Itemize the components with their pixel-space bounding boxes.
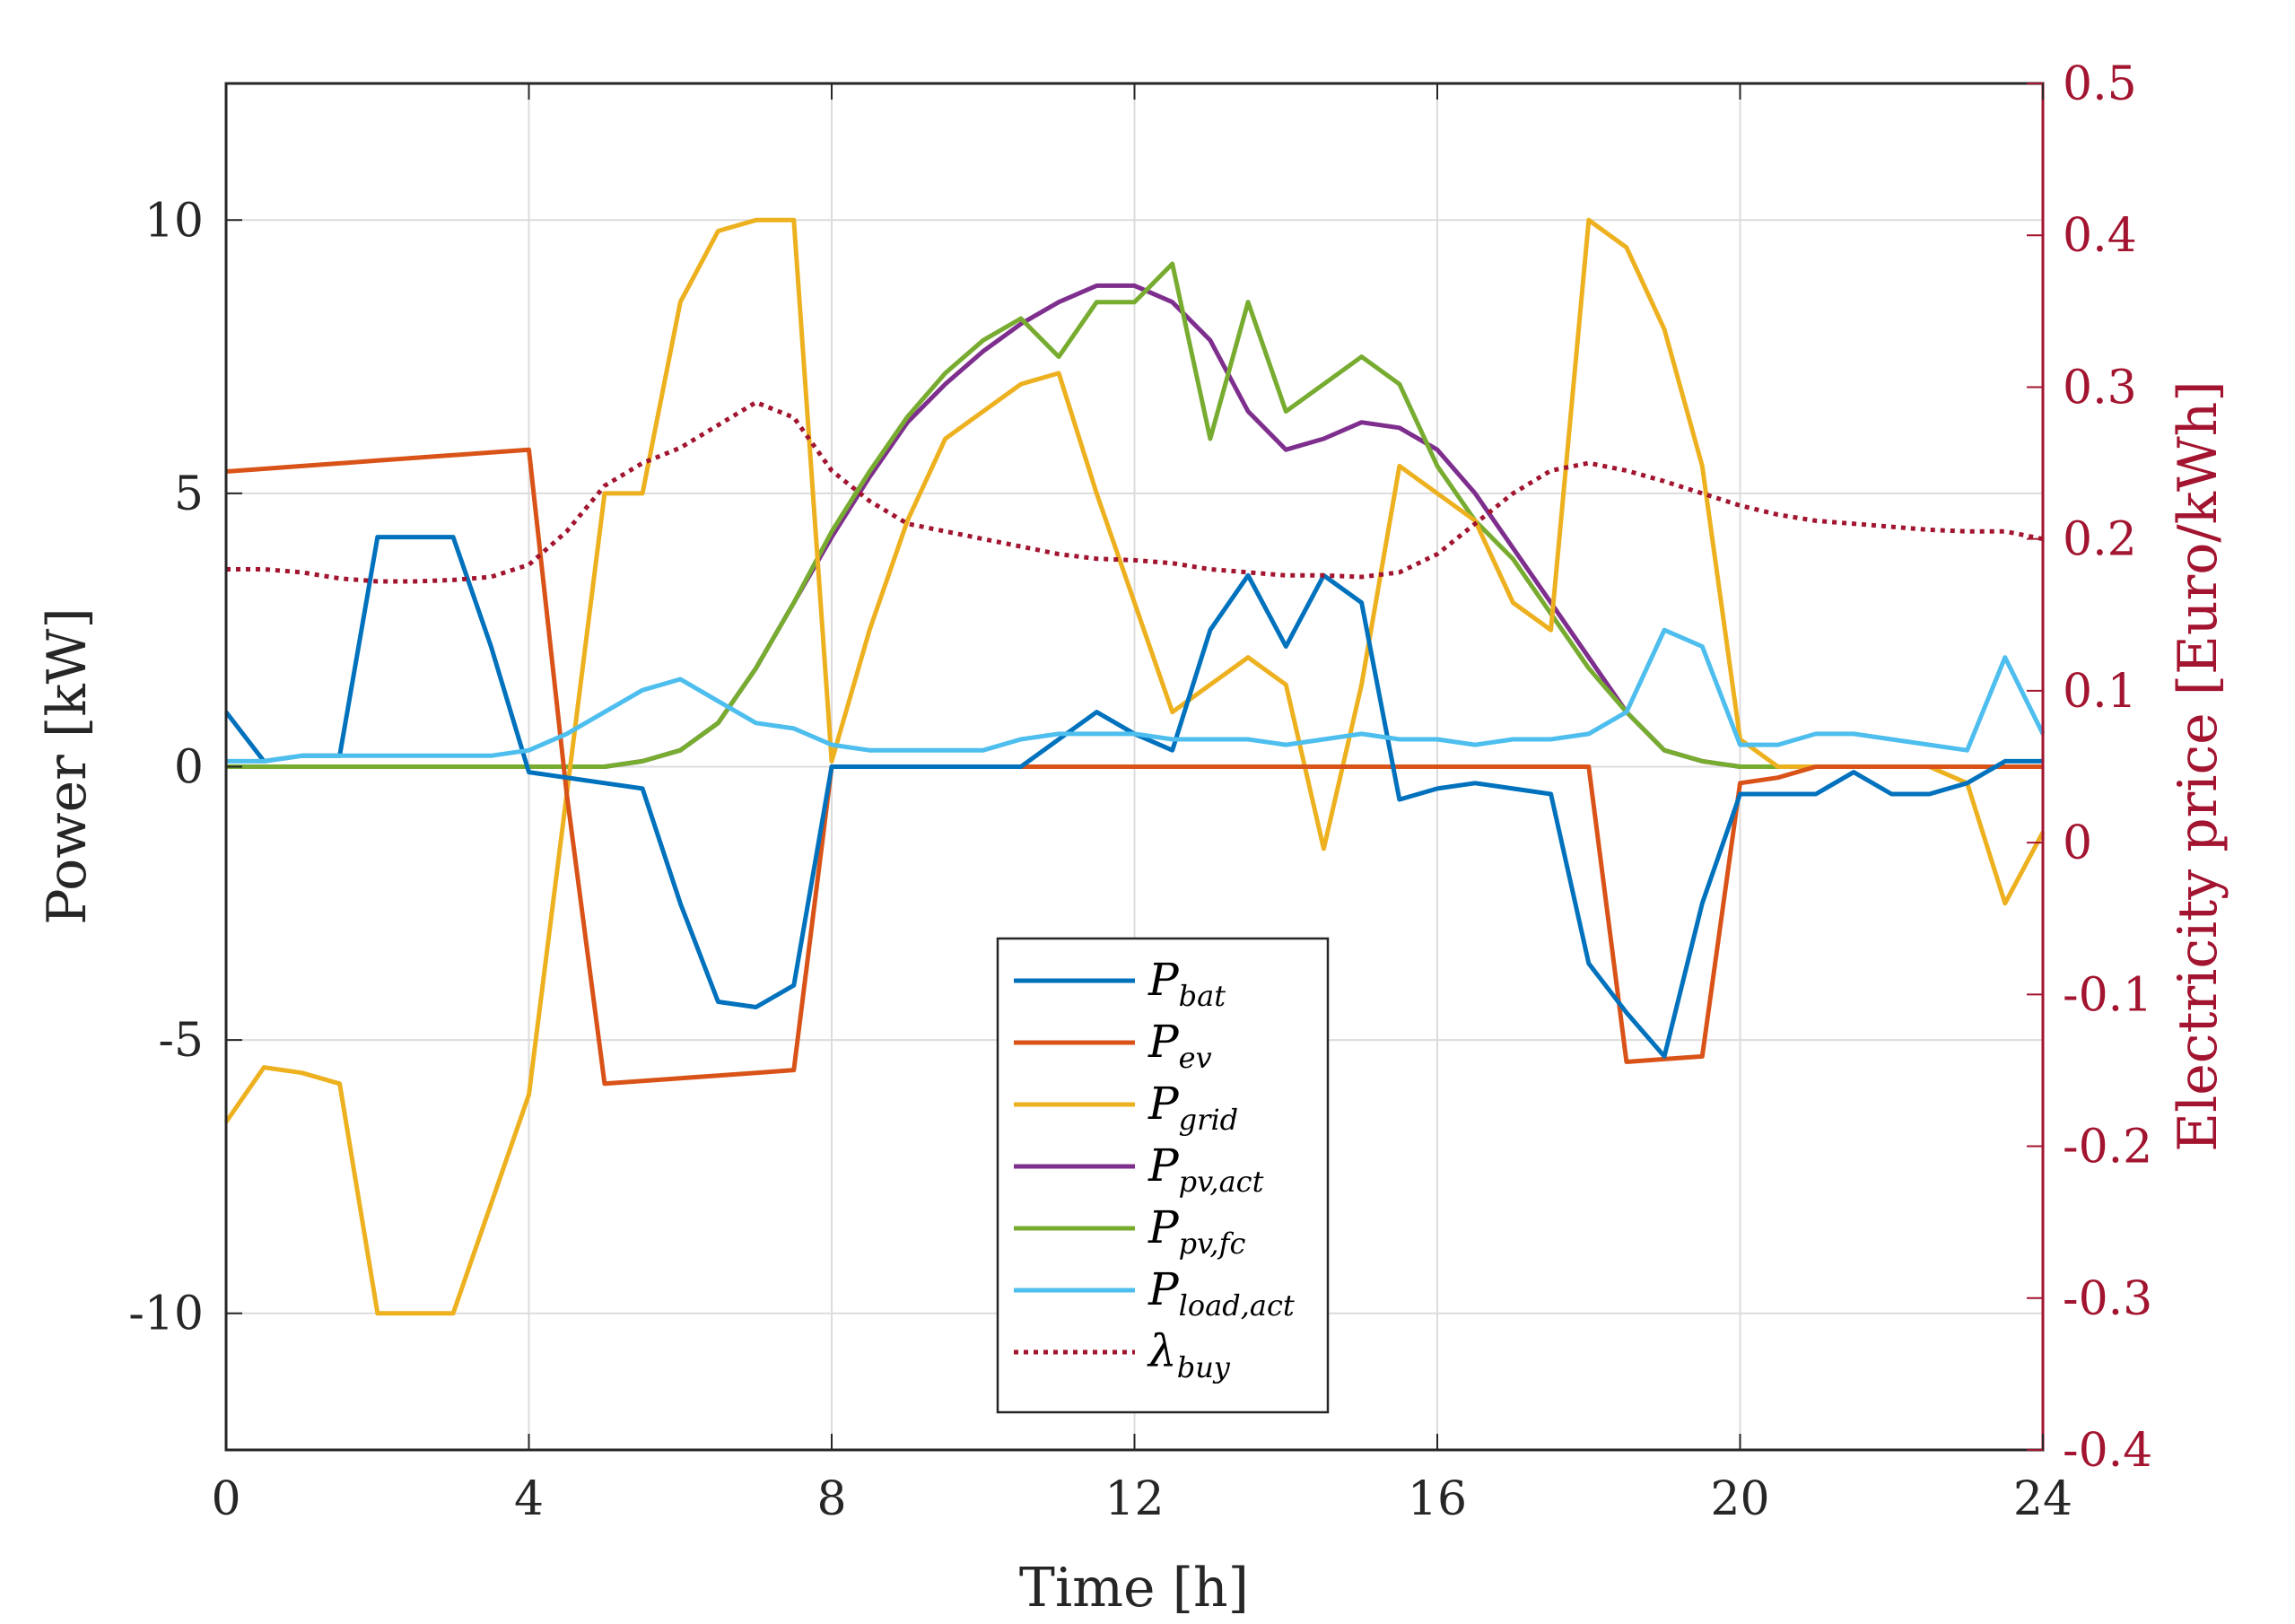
y-tick-label-right--0.1: -0.1 [2063,968,2152,1022]
x-axis-title: Time [h] [1019,1557,1249,1620]
x-tick-label-4: 4 [514,1472,544,1526]
legend-label-p-grid: Pgrid [1148,1078,1238,1137]
x-tick-label-12: 12 [1104,1472,1164,1526]
legend-label-lambda-buy: λbuy [1147,1325,1231,1384]
y-tick-label-right-0.5: 0.5 [2063,57,2137,111]
y-axis-title-right: Electricity price [Euro/kWh] [2167,380,2230,1151]
x-tick-label-24: 24 [2013,1472,2072,1526]
tick-marks [225,83,2044,1451]
legend-label-p-pv-act: Ppv,act [1148,1139,1264,1199]
y-tick-label-right-0: 0 [2063,816,2092,870]
legend-label-p-bat: Pbat [1148,954,1226,1013]
tick-labels: 0 4 8 12 16 20 24 10 5 0 -5 -10 0.5 0.4 0.3 0.2 0.1 0 -0.1… [128,57,2152,1526]
x-tick-label-16: 16 [1408,1472,1467,1526]
y-tick-label-right-0.4: 0.4 [2063,209,2137,263]
legend-label-p-load-act: Pload,act [1148,1263,1295,1323]
y-tick-label-left--5: -5 [158,1014,204,1068]
legend-label-p-pv-fc: Ppv,fc [1148,1201,1245,1261]
y-tick-label-left--10: -10 [128,1288,204,1341]
legend-box [996,937,1330,1414]
y-tick-label-left-0: 0 [174,741,204,795]
x-tick-label-20: 20 [1710,1472,1769,1526]
legend-label-p-ev: Pev [1148,1016,1212,1075]
x-tick-label-8: 8 [816,1472,846,1526]
y-axis-title-left: Power [kW] [36,607,99,925]
y-tick-label-right--0.4: -0.4 [2063,1424,2152,1478]
y-tick-label-right-0.1: 0.1 [2063,665,2137,719]
series-lines [223,217,2046,1316]
y-tick-label-left-10: 10 [144,194,204,248]
y-tick-label-left-5: 5 [174,467,204,521]
y-tick-label-right--0.3: -0.3 [2063,1272,2152,1326]
series-line-p-load-act [226,627,2046,764]
y-tick-label-right--0.2: -0.2 [2063,1121,2152,1174]
y-tick-label-right-0.2: 0.2 [2063,513,2137,567]
series-line-p-ev [225,447,2043,1087]
y-tick-label-right-0.3: 0.3 [2063,361,2137,415]
x-tick-label-0: 0 [211,1472,240,1526]
series-line-lambda-buy [226,399,2044,584]
